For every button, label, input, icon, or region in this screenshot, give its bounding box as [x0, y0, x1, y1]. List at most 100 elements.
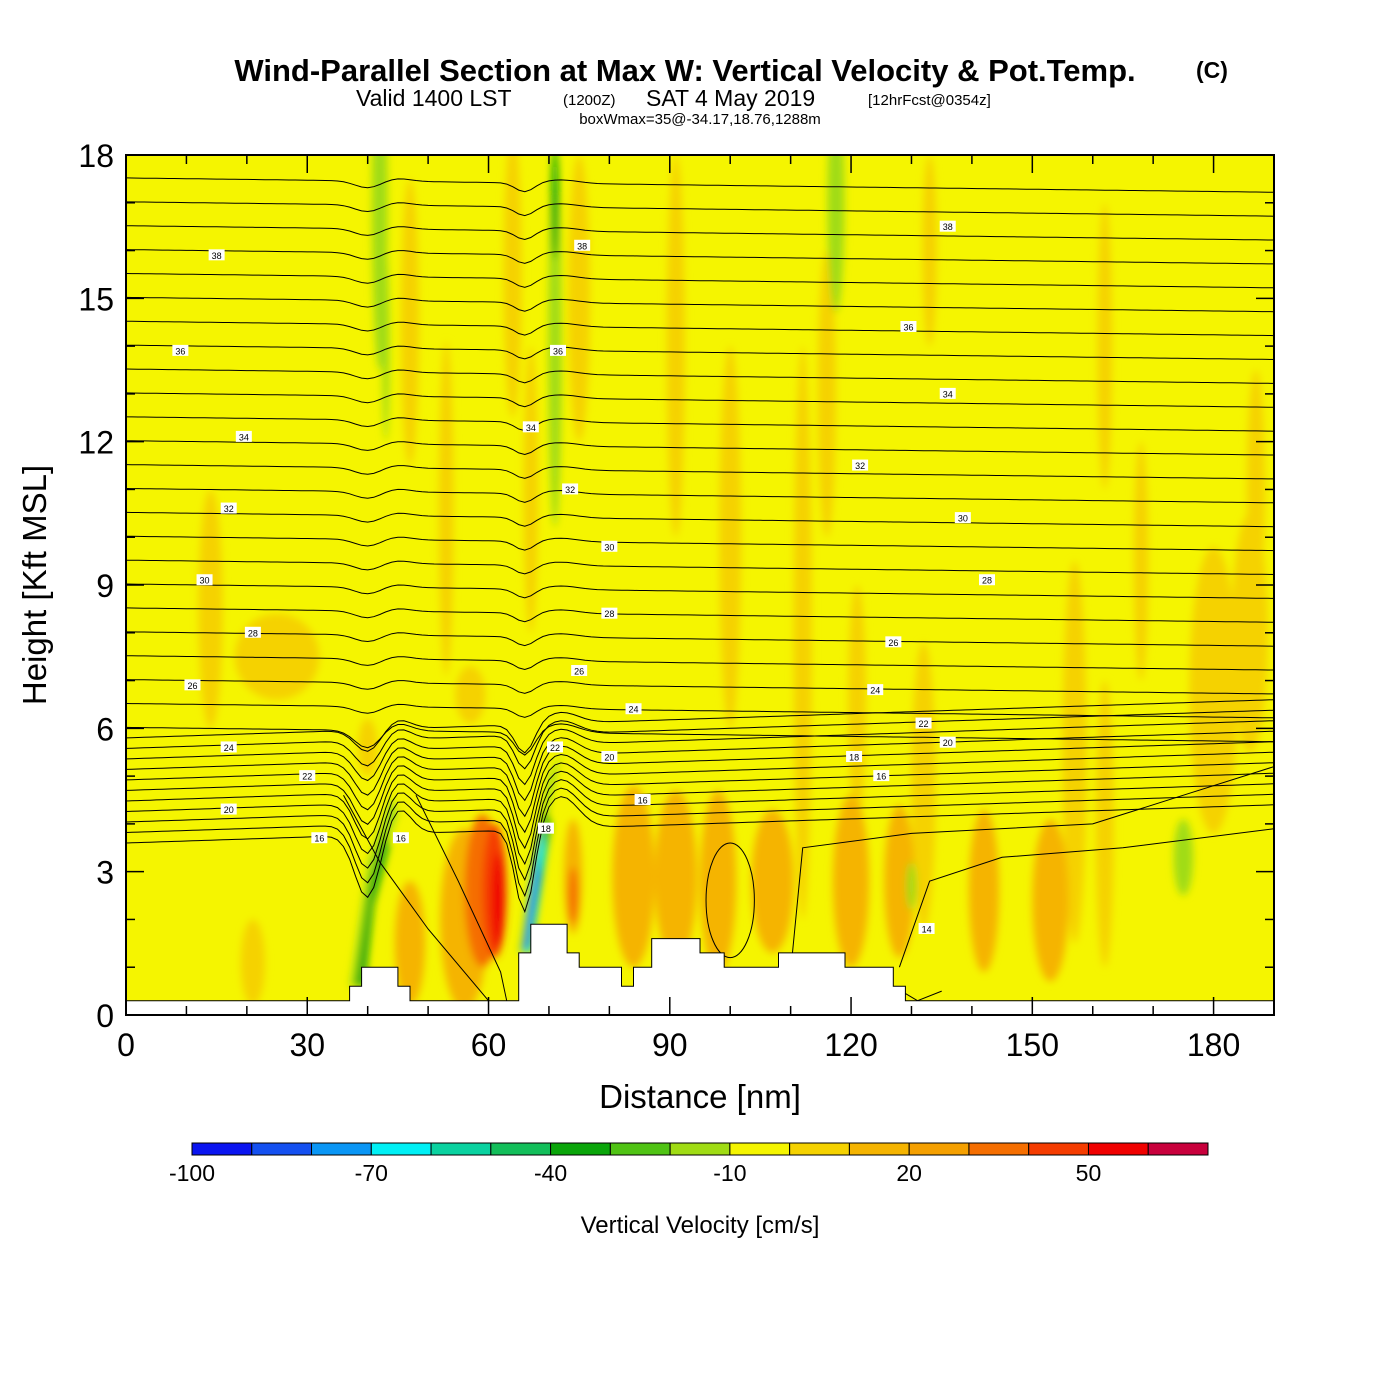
theta-contour — [126, 320, 1274, 337]
velocity-shading — [438, 341, 454, 676]
theta-contour — [126, 416, 1274, 432]
colorbar-tick-label: -40 — [534, 1160, 567, 1186]
x-tick-label: 30 — [289, 1027, 325, 1063]
velocity-shading — [906, 862, 917, 910]
valid-date: SAT 4 May 2019 — [646, 85, 815, 111]
velocity-shading — [382, 250, 390, 442]
velocity-shading — [793, 346, 812, 920]
theta-contour — [126, 296, 1274, 313]
theta-contour-label: 34 — [939, 387, 956, 399]
theta-contour — [126, 440, 1274, 456]
velocity-shading — [1189, 546, 1238, 834]
theta-contour-label: 38 — [208, 249, 225, 261]
colorbar-swatch — [370, 1142, 432, 1156]
colorbar-swatch — [1147, 1142, 1209, 1156]
theta-contour-labels: 14 16 16 16 16 18 18 20 20 20 22 22 22 24 24 24 26 26 26 28… — [172, 220, 995, 935]
y-tick-label: 6 — [96, 711, 114, 747]
velocity-shading — [612, 785, 655, 968]
x-tick-label: 90 — [652, 1027, 688, 1063]
colorbar-tick-label: 50 — [1076, 1160, 1102, 1186]
x-tick-label: 180 — [1187, 1027, 1240, 1063]
theta-contour — [126, 723, 1274, 756]
colorbar-swatch — [311, 1142, 372, 1156]
y-tick-label: 15 — [78, 281, 114, 317]
theta-contour — [126, 730, 1274, 802]
theta-contour — [126, 464, 1274, 480]
colorbar-swatch — [1087, 1142, 1149, 1156]
theta-contour — [126, 703, 1274, 719]
colorbar-swatch — [789, 1142, 850, 1156]
y-axis-label: Height [Kft MSL] — [16, 465, 53, 705]
theta-contour — [126, 249, 1274, 265]
colorbar-swatch — [669, 1142, 731, 1156]
theta-contour-label-text: 34 — [239, 432, 249, 442]
velocity-shading — [654, 790, 697, 963]
theta-contour-label-text: 28 — [604, 609, 614, 619]
theta-contour — [126, 787, 1274, 898]
theta-contour-label-text: 34 — [943, 389, 953, 399]
colorbar-swatch — [490, 1142, 552, 1156]
x-axis: 0 30 60 90 120 150 180 — [117, 155, 1275, 1063]
theta-contour-label-text: 30 — [958, 514, 968, 524]
velocity-shading — [234, 613, 320, 700]
velocity-shading — [1173, 819, 1194, 896]
colorbar-swatch — [1028, 1142, 1089, 1156]
theta-contour-label: 28 — [244, 626, 261, 638]
colorbar-swatch — [729, 1142, 791, 1156]
terrain — [126, 923, 1274, 1015]
velocity-shading — [1095, 680, 1114, 968]
theta-contour-label-text: 26 — [574, 667, 584, 677]
colorbar-tick-label: -70 — [355, 1160, 388, 1186]
theta-contour-label: 20 — [220, 803, 237, 815]
theta-contour-label: 14 — [918, 923, 935, 935]
theta-contour-label: 32 — [852, 459, 869, 471]
colorbar-tick-label: -10 — [713, 1160, 746, 1186]
theta-contour — [126, 583, 1274, 599]
theta-contour-label: 18 — [537, 822, 554, 834]
theta-contour-label-text: 32 — [224, 504, 234, 514]
theta-contour-label: 38 — [574, 239, 591, 251]
velocity-shading — [719, 346, 742, 729]
theta-contour-label-text: 24 — [870, 686, 880, 696]
theta-contour-label-text: 36 — [553, 346, 563, 356]
theta-contour-label-text: 38 — [943, 222, 953, 232]
theta-contour-label: 18 — [846, 751, 863, 763]
velocity-shading — [1097, 202, 1113, 490]
theta-contour — [126, 177, 1274, 193]
theta-contour-label-text: 38 — [577, 241, 587, 251]
theta-contour-label-text: 16 — [314, 834, 324, 844]
theta-contour — [126, 720, 1274, 786]
theta-contour-label: 16 — [392, 832, 409, 844]
colorbar-tick-label: -100 — [169, 1160, 215, 1186]
theta-contour — [126, 392, 1274, 408]
valid-line: Valid 1400 LST (1200Z) SAT 4 May 2019 [1… — [356, 85, 991, 111]
colorbar-label: Vertical Velocity [cm/s] — [581, 1212, 820, 1239]
theta-contour-label-text: 24 — [224, 743, 234, 753]
y-tick-label: 0 — [96, 998, 114, 1034]
theta-contour-label: 28 — [601, 607, 618, 619]
theta-contour-label: 26 — [184, 679, 201, 691]
theta-contour — [126, 225, 1274, 241]
theta-contour-label-text: 30 — [604, 542, 614, 552]
theta-contour-label: 30 — [196, 574, 213, 586]
theta-contour-label-text: 22 — [550, 743, 560, 753]
y-tick-label: 9 — [96, 568, 114, 604]
velocity-shading — [523, 346, 539, 633]
x-axis-label: Distance [nm] — [599, 1078, 801, 1115]
theta-contour-label-text: 22 — [302, 772, 312, 782]
theta-contour — [126, 779, 1274, 882]
theta-contour-label-text: 24 — [629, 705, 639, 715]
theta-contour-label: 24 — [867, 684, 884, 696]
theta-contour-label-text: 20 — [224, 805, 234, 815]
theta-contour-label-text: 32 — [855, 461, 865, 471]
theta-contour-label: 20 — [601, 751, 618, 763]
theta-contour-label: 36 — [172, 344, 189, 356]
copyright-mark: (C) — [1196, 57, 1228, 83]
x-tick-label: 150 — [1006, 1027, 1059, 1063]
velocity-shading — [848, 585, 867, 824]
theta-contour-label-text: 22 — [919, 719, 929, 729]
x-tick-label: 120 — [824, 1027, 877, 1063]
theta-contour-label-text: 36 — [175, 346, 185, 356]
